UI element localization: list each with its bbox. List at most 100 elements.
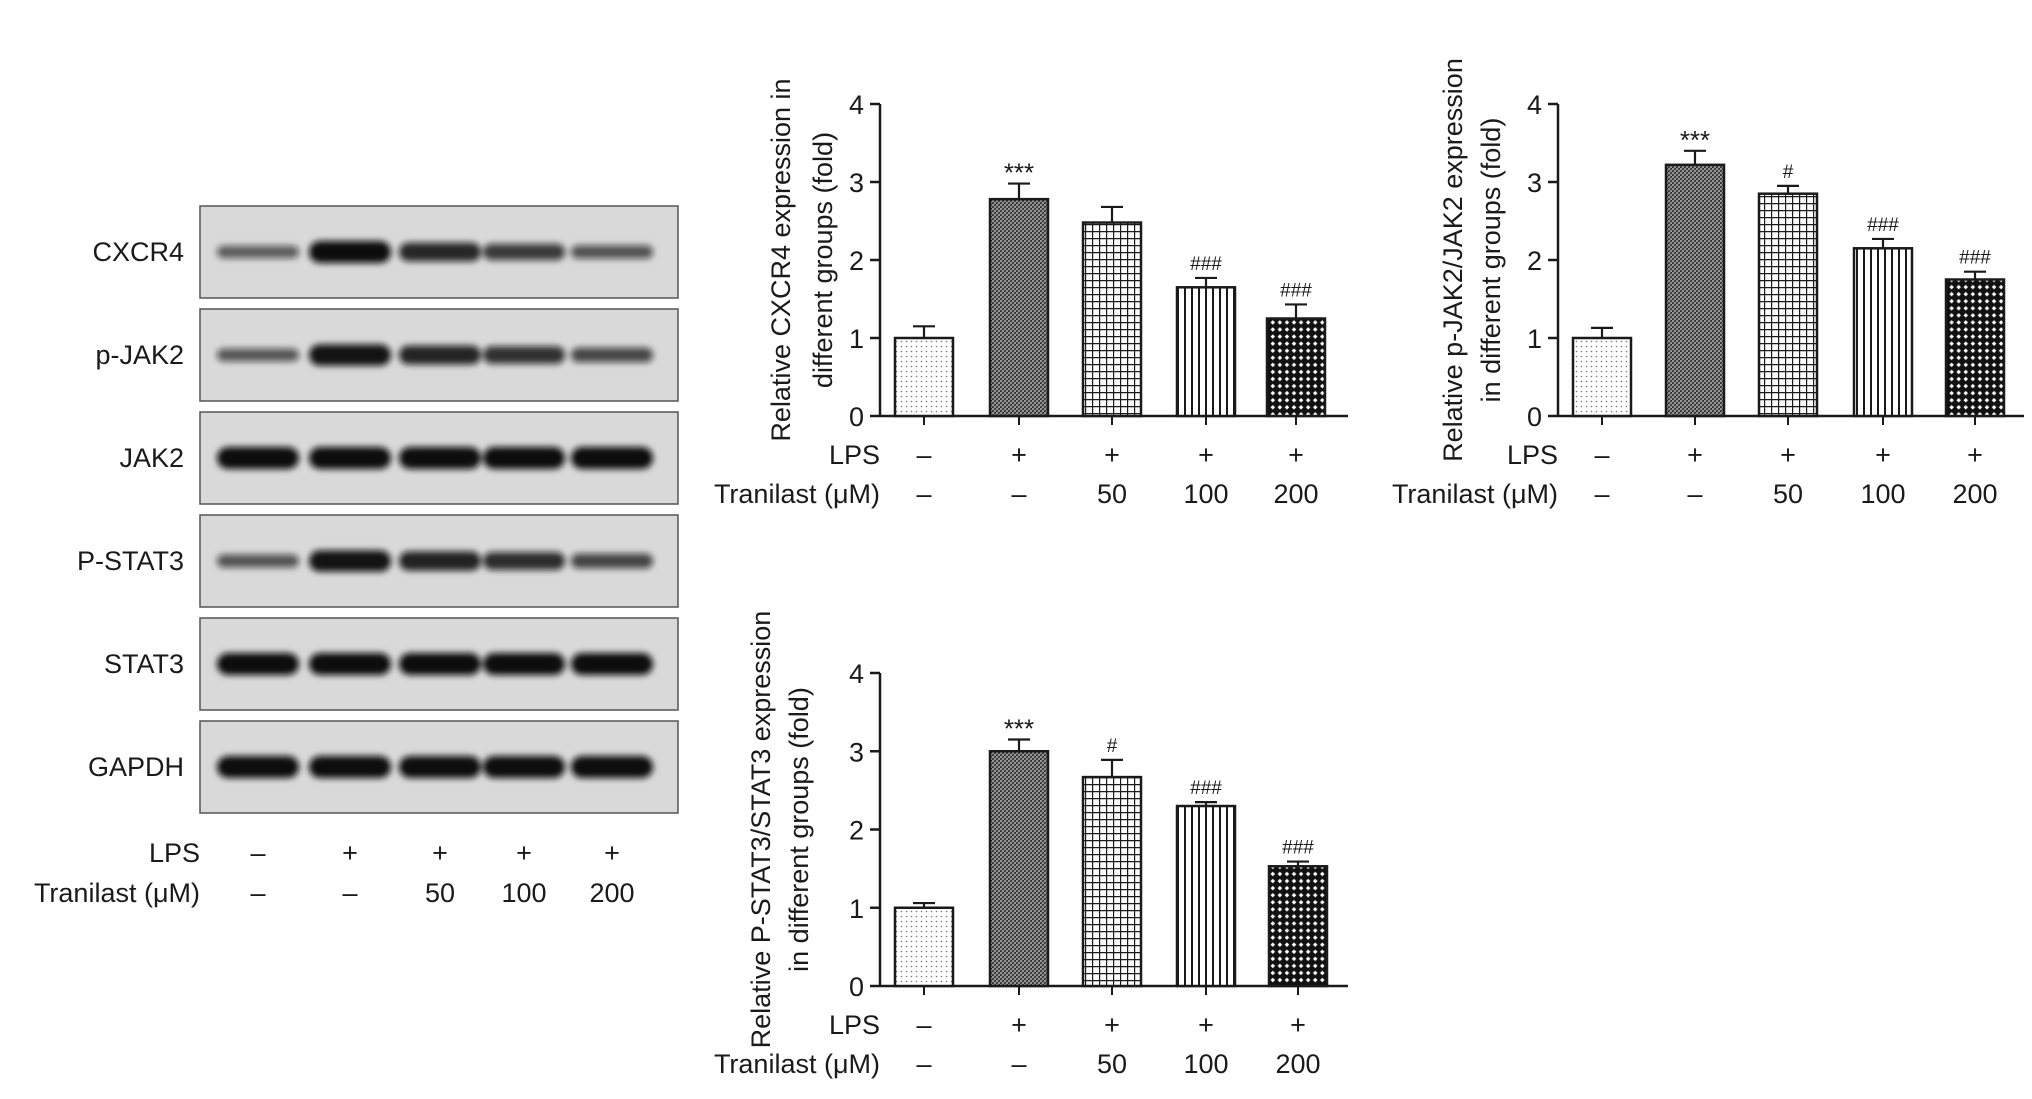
blot-band <box>571 347 653 363</box>
p-stat3-bar-chart: 0 1 2 3 4 Relative P-STAT3/STAT3 expression in… <box>714 611 1348 1079</box>
lps-value: + <box>1967 440 1983 470</box>
y-axis-label-line2: in different groups (fold) <box>1476 118 1506 403</box>
lps-value: + <box>1687 440 1703 470</box>
lps-label: LPS <box>829 440 880 470</box>
bar <box>988 750 1050 988</box>
band-group <box>217 653 653 675</box>
blot-band <box>483 756 565 778</box>
significance-label: *** <box>1004 714 1034 744</box>
tranilast-value: 100 <box>501 878 546 908</box>
lps-value: + <box>432 838 448 868</box>
blot-row-label: GAPDH <box>88 752 184 782</box>
y-tick-label: 4 <box>849 90 864 120</box>
blot-band <box>309 653 391 675</box>
blot-band <box>217 554 299 568</box>
tranilast-value: 200 <box>1275 1049 1320 1079</box>
western-blot-panel: CXCR4 p-JAK2 JAK2 P-STAT3 STAT3 GAPDH LPS Trani… <box>34 205 679 908</box>
lps-value: + <box>516 838 532 868</box>
bar <box>893 906 955 988</box>
blot-band <box>571 553 653 569</box>
y-axis-label-line1: Relative p-JAK2/JAK2 expression <box>1438 58 1468 462</box>
band-group <box>217 241 653 263</box>
tranilast-value: 200 <box>589 878 634 908</box>
y-tick-label: 3 <box>849 168 864 198</box>
tranilast-label: Tranilast (μM) <box>714 1049 880 1079</box>
tranilast-value: 50 <box>1773 479 1803 509</box>
y-tick-label: 1 <box>849 894 864 924</box>
tranilast-value: – <box>1011 479 1026 509</box>
band-group <box>217 550 653 572</box>
y-tick-label: 0 <box>1527 402 1542 432</box>
tranilast-value: 100 <box>1860 479 1905 509</box>
blot-band <box>483 552 565 570</box>
blot-band <box>571 653 653 675</box>
lps-value: + <box>1104 440 1120 470</box>
band-group <box>217 447 653 469</box>
bar <box>1175 804 1237 988</box>
tranilast-value: – <box>342 878 357 908</box>
lps-label: LPS <box>829 1010 880 1040</box>
blot-band <box>217 348 299 362</box>
lps-label: LPS <box>1507 440 1558 470</box>
lps-value: – <box>916 1010 931 1040</box>
bar <box>1571 336 1633 418</box>
blot-band <box>483 243 565 261</box>
lps-value: + <box>1011 440 1027 470</box>
bar <box>1944 278 2006 418</box>
tranilast-value: 100 <box>1183 479 1228 509</box>
y-tick-label: 4 <box>849 659 864 689</box>
blot-band <box>309 344 391 366</box>
bar <box>1175 286 1237 418</box>
tranilast-value: 50 <box>1097 1049 1127 1079</box>
significance-label: *** <box>1004 158 1034 188</box>
significance-label: ### <box>1867 215 1899 236</box>
tranilast-value: – <box>916 1049 931 1079</box>
y-tick-label: 2 <box>1527 246 1542 276</box>
lps-value: + <box>1011 1010 1027 1040</box>
lps-value: – <box>916 440 931 470</box>
tranilast-value: – <box>1687 479 1702 509</box>
tranilast-value: – <box>250 878 265 908</box>
bar <box>893 336 955 418</box>
blot-band <box>309 756 391 778</box>
blot-band <box>399 345 481 365</box>
bar <box>1852 247 1914 418</box>
y-axis-label-line2: in different groups (fold) <box>784 687 814 972</box>
blot-band <box>309 241 391 263</box>
y-tick-label: 1 <box>1527 324 1542 354</box>
blot-band <box>217 447 299 469</box>
tranilast-value: – <box>1011 1049 1026 1079</box>
blot-band <box>571 447 653 469</box>
lps-value: + <box>1290 1010 1306 1040</box>
blot-band <box>217 756 299 778</box>
band-group <box>217 344 653 366</box>
lps-value: + <box>604 838 620 868</box>
blot-band <box>217 245 299 259</box>
bar <box>1081 775 1143 988</box>
blot-row-label: STAT3 <box>104 649 184 679</box>
y-tick-label: 0 <box>849 402 864 432</box>
blot-band <box>483 653 565 675</box>
lps-value: – <box>1594 440 1609 470</box>
blot-band <box>399 551 481 571</box>
lps-value: + <box>1780 440 1796 470</box>
blot-band <box>399 653 481 675</box>
lps-value: + <box>1198 1010 1214 1040</box>
blot-band <box>571 245 653 259</box>
bar <box>1757 192 1819 418</box>
y-axis-label-line1: Relative CXCR4 expression in <box>766 78 796 441</box>
bar <box>1267 865 1329 988</box>
blot-band <box>483 346 565 364</box>
blot-row-label: P-STAT3 <box>77 546 184 576</box>
significance-label: ### <box>1190 254 1222 275</box>
lps-value: + <box>342 838 358 868</box>
significance-label: ### <box>1959 248 1991 269</box>
y-tick-label: 3 <box>849 737 864 767</box>
lps-value: + <box>1875 440 1891 470</box>
y-axis-label-line2: different groups (fold) <box>808 132 838 388</box>
blot-band <box>571 756 653 778</box>
lps-value: + <box>1198 440 1214 470</box>
bar <box>1265 317 1327 418</box>
y-tick-label: 2 <box>849 246 864 276</box>
